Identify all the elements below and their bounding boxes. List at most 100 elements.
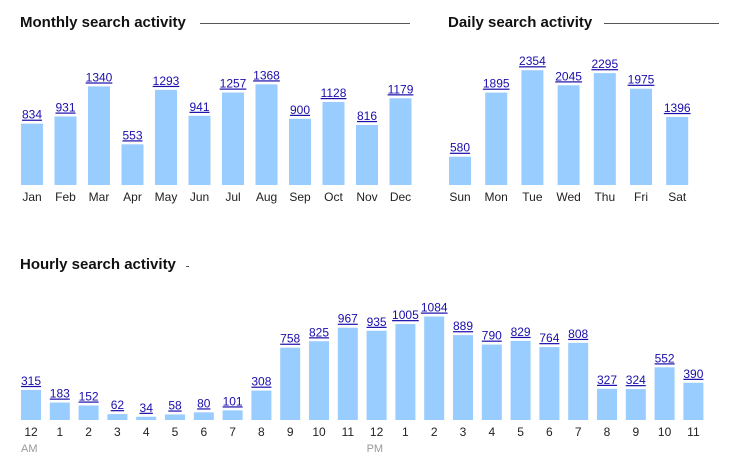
hourly-bar[interactable] xyxy=(395,324,416,420)
hourly-value-label[interactable]: 315 xyxy=(21,374,41,388)
hourly-title-rule xyxy=(186,266,189,267)
hourly-bar[interactable] xyxy=(107,414,128,420)
hourly-bar[interactable] xyxy=(654,367,675,420)
monthly-value-label[interactable]: 931 xyxy=(55,101,75,115)
hourly-bar[interactable] xyxy=(510,340,531,420)
hourly-value-label[interactable]: 58 xyxy=(168,398,182,412)
monthly-category-label: Mar xyxy=(89,190,110,204)
hourly-value-label[interactable]: 829 xyxy=(511,325,531,339)
daily-value-label[interactable]: 1396 xyxy=(664,101,691,115)
daily-bar[interactable] xyxy=(630,88,652,185)
hourly-value-label[interactable]: 935 xyxy=(367,315,387,329)
daily-bar[interactable] xyxy=(521,70,544,185)
monthly-value-label[interactable]: 834 xyxy=(22,108,42,122)
hourly-value-label[interactable]: 552 xyxy=(655,351,675,365)
hourly-bar[interactable] xyxy=(337,327,358,420)
monthly-value-label[interactable]: 553 xyxy=(122,128,142,142)
hourly-category-label: 3 xyxy=(460,425,467,439)
monthly-value-label[interactable]: 1128 xyxy=(321,86,347,100)
hourly-value-label[interactable]: 183 xyxy=(50,387,70,401)
monthly-bar[interactable] xyxy=(188,115,211,185)
daily-category-label: Fri xyxy=(634,190,648,204)
monthly-bar[interactable] xyxy=(54,116,77,185)
hourly-bar[interactable] xyxy=(136,416,157,420)
hourly-bar[interactable] xyxy=(78,405,99,420)
daily-value-label[interactable]: 2045 xyxy=(555,69,582,83)
hourly-value-label[interactable]: 34 xyxy=(140,401,154,415)
hourly-bar[interactable] xyxy=(49,402,70,420)
hourly-value-label[interactable]: 825 xyxy=(309,325,329,339)
hourly-value-label[interactable]: 764 xyxy=(539,331,559,345)
hourly-value-label[interactable]: 324 xyxy=(626,373,646,387)
hourly-value-label[interactable]: 390 xyxy=(683,367,703,381)
daily-value-label[interactable]: 2295 xyxy=(591,57,618,71)
daily-bar[interactable] xyxy=(666,116,689,185)
monthly-bar[interactable] xyxy=(155,89,177,185)
monthly-title-rule xyxy=(200,23,410,24)
daily-value-label[interactable]: 2354 xyxy=(519,54,546,68)
hourly-bar[interactable] xyxy=(683,382,704,420)
monthly-value-label[interactable]: 941 xyxy=(189,100,209,114)
daily-bar[interactable] xyxy=(485,92,508,185)
monthly-value-label[interactable]: 1340 xyxy=(86,70,113,84)
hourly-bar[interactable] xyxy=(568,342,589,420)
hourly-value-label[interactable]: 327 xyxy=(597,373,617,387)
monthly-value-label[interactable]: 1293 xyxy=(153,74,180,88)
hourly-value-label[interactable]: 80 xyxy=(197,396,211,410)
hourly-value-label[interactable]: 790 xyxy=(482,329,502,343)
hourly-value-label[interactable]: 152 xyxy=(79,389,99,403)
monthly-value-label[interactable]: 1368 xyxy=(253,68,280,82)
monthly-value-label[interactable]: 1179 xyxy=(388,82,414,96)
hourly-value-label[interactable]: 1005 xyxy=(392,308,419,322)
hourly-bar[interactable] xyxy=(424,316,445,420)
hourly-bar[interactable] xyxy=(21,389,41,420)
daily-category-label: Thu xyxy=(594,190,615,204)
monthly-bar[interactable] xyxy=(356,124,378,185)
monthly-bar[interactable] xyxy=(255,84,278,185)
monthly-category-label: May xyxy=(155,190,178,204)
daily-value-label[interactable]: 580 xyxy=(450,141,470,155)
monthly-bar[interactable] xyxy=(289,118,311,185)
hourly-bar[interactable] xyxy=(193,412,214,420)
monthly-value-label[interactable]: 900 xyxy=(290,103,310,117)
hourly-value-label[interactable]: 758 xyxy=(280,332,300,346)
daily-value-label[interactable]: 1975 xyxy=(628,73,655,87)
monthly-bar[interactable] xyxy=(121,144,144,185)
hourly-value-label[interactable]: 808 xyxy=(568,327,588,341)
hourly-value-label[interactable]: 1084 xyxy=(421,301,448,315)
monthly-bar[interactable] xyxy=(88,86,110,185)
hourly-category-label: 2 xyxy=(85,425,92,439)
hourly-bar[interactable] xyxy=(597,388,617,420)
hourly-category-label: 6 xyxy=(200,425,207,439)
hourly-category-label: 12 xyxy=(24,425,38,439)
hourly-bar[interactable] xyxy=(539,347,560,420)
monthly-value-label[interactable]: 816 xyxy=(357,109,377,123)
daily-bar[interactable] xyxy=(593,73,616,185)
hourly-bar[interactable] xyxy=(280,347,301,420)
hourly-bar[interactable] xyxy=(366,330,387,420)
hourly-category-label: 8 xyxy=(604,425,611,439)
monthly-bar[interactable] xyxy=(222,92,244,185)
hourly-category-label: 9 xyxy=(287,425,294,439)
monthly-value-label[interactable]: 1257 xyxy=(220,77,247,91)
hourly-bar[interactable] xyxy=(625,389,646,420)
monthly-bar[interactable] xyxy=(21,123,43,185)
hourly-bar[interactable] xyxy=(251,390,272,420)
hourly-value-label[interactable]: 967 xyxy=(338,312,358,326)
hourly-category-label: 10 xyxy=(312,425,326,439)
hourly-value-label[interactable]: 308 xyxy=(251,375,271,389)
daily-bar[interactable] xyxy=(557,85,580,185)
daily-value-label[interactable]: 1895 xyxy=(483,77,510,91)
hourly-bar[interactable] xyxy=(481,344,502,420)
hourly-bar[interactable] xyxy=(309,341,329,420)
monthly-bar[interactable] xyxy=(322,102,345,185)
hourly-value-label[interactable]: 62 xyxy=(111,398,125,412)
hourly-bar[interactable] xyxy=(453,335,473,420)
hourly-value-label[interactable]: 101 xyxy=(223,394,243,408)
daily-bar[interactable] xyxy=(449,156,471,185)
hourly-value-label[interactable]: 889 xyxy=(453,319,473,333)
monthly-bar[interactable] xyxy=(389,98,412,185)
hourly-bar[interactable] xyxy=(222,410,243,420)
hourly-bar[interactable] xyxy=(165,414,185,420)
